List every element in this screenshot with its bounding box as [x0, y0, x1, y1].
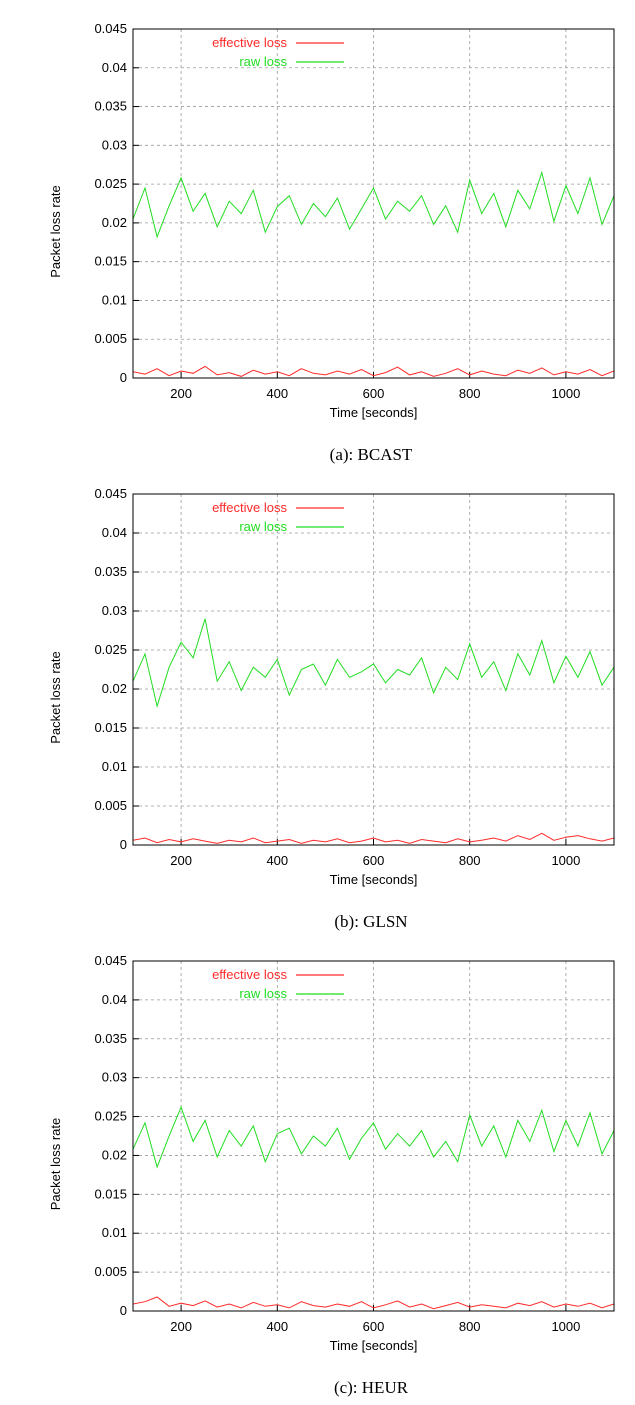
y-tick-label: 0	[120, 837, 127, 852]
y-tick-label: 0.02	[102, 215, 127, 230]
y-tick-label: 0.045	[94, 21, 127, 36]
legend-label: effective loss	[212, 35, 287, 50]
y-tick-label: 0.035	[94, 564, 127, 579]
panel-caption: (c): HEUR	[334, 1378, 409, 1397]
x-tick-label: 1000	[551, 386, 580, 401]
x-tick-label: 600	[363, 1319, 385, 1334]
x-tick-label: 800	[459, 1319, 481, 1334]
y-axis-label: Packet loss rate	[48, 185, 63, 278]
y-tick-label: 0.04	[102, 525, 127, 540]
x-tick-label: 400	[266, 853, 288, 868]
y-tick-label: 0.045	[94, 953, 127, 968]
legend-label: effective loss	[212, 967, 287, 982]
x-tick-label: 200	[170, 1319, 192, 1334]
x-axis-label: Time [seconds]	[330, 872, 418, 887]
x-tick-label: 800	[459, 386, 481, 401]
y-tick-label: 0.04	[102, 60, 127, 75]
chart-panel-1: 0 0.005 0.01 0.015 0.02 0.025 0.03 0.035 0.04 0.0…	[48, 21, 614, 464]
x-axis-label: Time [seconds]	[330, 405, 418, 420]
y-tick-label: 0.005	[94, 1264, 127, 1279]
y-tick-label: 0.01	[102, 1225, 127, 1240]
panel-caption: (b): GLSN	[334, 912, 407, 931]
x-tick-label: 400	[266, 1319, 288, 1334]
y-tick-label: 0.035	[94, 99, 127, 114]
y-tick-label: 0.025	[94, 642, 127, 657]
y-tick-label: 0.015	[94, 720, 127, 735]
legend-label: raw loss	[239, 519, 287, 534]
y-tick-label: 0.015	[94, 254, 127, 269]
x-tick-label: 400	[266, 386, 288, 401]
y-tick-label: 0.01	[102, 759, 127, 774]
chart-panel-2: 0 0.005 0.01 0.015 0.02 0.025 0.03 0.035 0.04 0.0…	[48, 486, 614, 931]
x-tick-label: 200	[170, 853, 192, 868]
legend-label: raw loss	[239, 986, 287, 1001]
y-tick-label: 0.015	[94, 1186, 127, 1201]
y-axis-label: Packet loss rate	[48, 1118, 63, 1211]
y-tick-label: 0.005	[94, 798, 127, 813]
y-tick-label: 0.02	[102, 681, 127, 696]
x-tick-label: 600	[363, 853, 385, 868]
y-tick-label: 0.02	[102, 1147, 127, 1162]
y-tick-label: 0.035	[94, 1031, 127, 1046]
y-axis-label: Packet loss rate	[48, 651, 63, 744]
chart-panel-3: 0 0.005 0.01 0.015 0.02 0.025 0.03 0.035 0.04 0.0…	[48, 953, 614, 1397]
x-tick-label: 600	[363, 386, 385, 401]
y-tick-label: 0.03	[102, 1070, 127, 1085]
y-tick-label: 0.005	[94, 331, 127, 346]
legend-label: raw loss	[239, 54, 287, 69]
panel-caption: (a): BCAST	[330, 445, 413, 464]
x-axis-label: Time [seconds]	[330, 1338, 418, 1353]
x-tick-label: 200	[170, 386, 192, 401]
y-tick-label: 0.03	[102, 137, 127, 152]
y-tick-label: 0	[120, 370, 127, 385]
y-tick-label: 0.04	[102, 992, 127, 1007]
x-tick-label: 800	[459, 853, 481, 868]
x-tick-label: 1000	[551, 1319, 580, 1334]
y-tick-label: 0.025	[94, 176, 127, 191]
y-tick-label: 0.03	[102, 603, 127, 618]
y-tick-label: 0.025	[94, 1109, 127, 1124]
legend-label: effective loss	[212, 500, 287, 515]
y-tick-label: 0.01	[102, 292, 127, 307]
x-tick-label: 1000	[551, 853, 580, 868]
y-tick-label: 0.045	[94, 486, 127, 501]
y-tick-label: 0	[120, 1303, 127, 1318]
